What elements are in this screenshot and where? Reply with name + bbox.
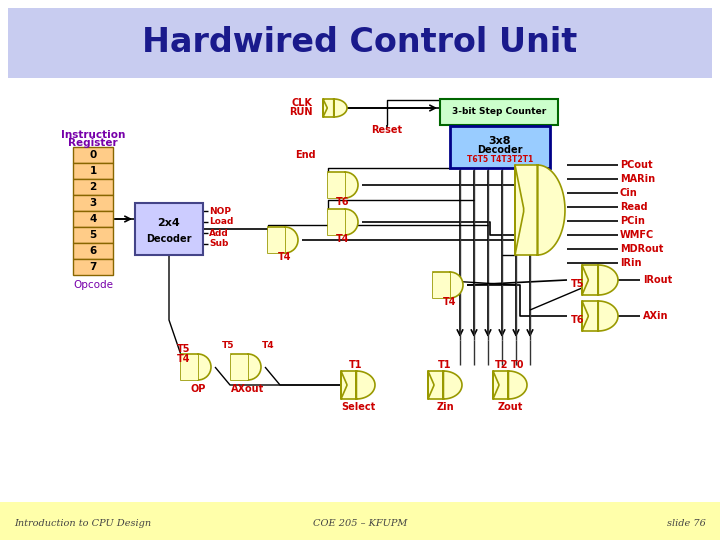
FancyBboxPatch shape: [0, 502, 720, 540]
Text: CLK: CLK: [292, 98, 313, 108]
Text: 3x8: 3x8: [489, 136, 511, 146]
FancyBboxPatch shape: [450, 126, 550, 168]
Text: OP: OP: [190, 384, 206, 394]
FancyBboxPatch shape: [328, 209, 345, 235]
Text: T5: T5: [571, 279, 585, 289]
FancyBboxPatch shape: [231, 354, 248, 380]
Text: Load: Load: [209, 218, 233, 226]
FancyBboxPatch shape: [73, 227, 113, 243]
FancyBboxPatch shape: [181, 354, 198, 380]
FancyBboxPatch shape: [135, 203, 203, 255]
Polygon shape: [341, 371, 375, 399]
Text: T4: T4: [444, 297, 456, 307]
FancyBboxPatch shape: [328, 172, 345, 198]
Text: Add: Add: [209, 228, 229, 238]
FancyBboxPatch shape: [268, 227, 285, 253]
Text: Decoder: Decoder: [477, 145, 523, 156]
Polygon shape: [428, 371, 462, 399]
Text: 6: 6: [89, 246, 96, 256]
Text: PCin: PCin: [620, 216, 645, 226]
Text: 4: 4: [89, 214, 96, 224]
Text: Introduction to CPU Design: Introduction to CPU Design: [14, 518, 151, 528]
Text: T6T5 T4T3T2T1: T6T5 T4T3T2T1: [467, 155, 533, 164]
Text: 5: 5: [89, 230, 96, 240]
Text: T1: T1: [349, 360, 363, 370]
FancyBboxPatch shape: [73, 195, 113, 211]
Polygon shape: [493, 371, 527, 399]
Polygon shape: [582, 301, 618, 331]
Text: Decoder: Decoder: [146, 234, 192, 245]
Polygon shape: [582, 265, 618, 295]
Text: AXin: AXin: [643, 311, 668, 321]
Text: T1: T1: [438, 360, 451, 370]
Wedge shape: [345, 172, 358, 198]
FancyBboxPatch shape: [73, 243, 113, 259]
Text: Opcode: Opcode: [73, 280, 113, 290]
Text: T6: T6: [336, 197, 350, 207]
Wedge shape: [285, 227, 298, 253]
FancyBboxPatch shape: [73, 163, 113, 179]
Text: T0: T0: [511, 360, 525, 370]
Polygon shape: [323, 99, 347, 117]
Text: T5: T5: [222, 341, 234, 350]
Text: slide 76: slide 76: [667, 518, 706, 528]
FancyBboxPatch shape: [73, 211, 113, 227]
Text: Instruction: Instruction: [60, 130, 125, 140]
Text: Sub: Sub: [209, 240, 228, 248]
FancyBboxPatch shape: [8, 8, 712, 78]
FancyBboxPatch shape: [73, 147, 113, 163]
Text: End: End: [295, 150, 316, 160]
Wedge shape: [450, 272, 463, 298]
Text: MARin: MARin: [620, 174, 655, 184]
Text: T2: T2: [495, 360, 509, 370]
Polygon shape: [515, 165, 565, 255]
Text: IRin: IRin: [620, 258, 642, 268]
Text: T4: T4: [336, 234, 350, 244]
FancyBboxPatch shape: [328, 210, 345, 234]
Wedge shape: [345, 209, 358, 235]
Text: AXout: AXout: [231, 384, 265, 394]
Text: 2: 2: [89, 182, 96, 192]
FancyBboxPatch shape: [433, 272, 450, 298]
FancyBboxPatch shape: [328, 172, 345, 198]
Text: Select: Select: [341, 402, 375, 412]
FancyBboxPatch shape: [268, 227, 285, 253]
Text: COE 205 – KFUPM: COE 205 – KFUPM: [312, 518, 408, 528]
FancyBboxPatch shape: [73, 179, 113, 195]
Text: Cin: Cin: [620, 188, 638, 198]
Text: NOP: NOP: [209, 206, 231, 215]
Text: Register: Register: [68, 138, 118, 148]
Text: Hardwired Control Unit: Hardwired Control Unit: [143, 25, 577, 58]
Text: Zout: Zout: [498, 402, 523, 412]
FancyBboxPatch shape: [181, 354, 198, 380]
Text: Read: Read: [620, 202, 647, 212]
Text: T6: T6: [571, 315, 585, 325]
Text: RUN: RUN: [289, 107, 313, 117]
FancyBboxPatch shape: [231, 354, 248, 380]
Text: IRout: IRout: [643, 275, 672, 285]
Text: 3: 3: [89, 198, 96, 208]
Text: 3-bit Step Counter: 3-bit Step Counter: [452, 107, 546, 117]
FancyBboxPatch shape: [73, 259, 113, 275]
Text: T5: T5: [176, 344, 190, 354]
Text: 1: 1: [89, 166, 96, 176]
Text: PCout: PCout: [620, 160, 652, 170]
Text: Reset: Reset: [372, 125, 402, 135]
Text: WMFC: WMFC: [620, 230, 654, 240]
Text: MDRout: MDRout: [620, 244, 663, 254]
Wedge shape: [248, 354, 261, 380]
Text: 7: 7: [89, 262, 96, 272]
FancyBboxPatch shape: [440, 99, 558, 125]
FancyBboxPatch shape: [433, 273, 450, 298]
Text: T4: T4: [278, 252, 292, 262]
Text: Zin: Zin: [436, 402, 454, 412]
Text: T4: T4: [261, 341, 274, 350]
Text: T4: T4: [176, 354, 190, 364]
Wedge shape: [198, 354, 211, 380]
Text: 2x4: 2x4: [158, 218, 181, 228]
Text: 0: 0: [89, 150, 96, 160]
